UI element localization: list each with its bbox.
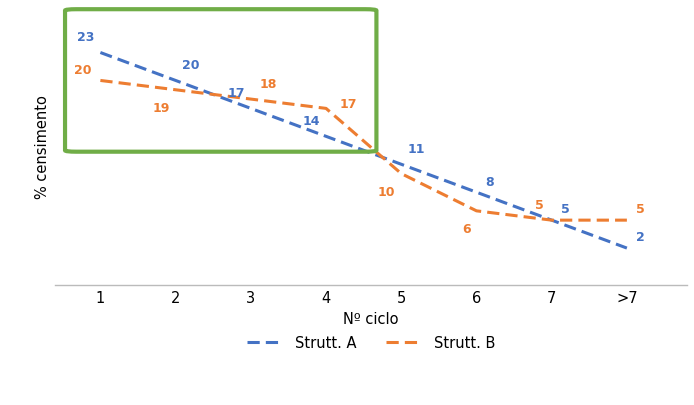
Text: 18: 18 <box>260 78 277 91</box>
Text: 11: 11 <box>407 143 425 156</box>
Text: 17: 17 <box>339 98 357 111</box>
Text: 8: 8 <box>486 175 494 188</box>
X-axis label: Nº ciclo: Nº ciclo <box>344 311 399 326</box>
Text: 14: 14 <box>303 115 320 128</box>
Text: 2: 2 <box>636 231 645 244</box>
Text: 5: 5 <box>561 203 570 216</box>
Text: 17: 17 <box>228 87 245 100</box>
Text: 20: 20 <box>182 59 199 72</box>
Text: 10: 10 <box>378 185 395 198</box>
Text: 19: 19 <box>152 102 169 115</box>
Text: 5: 5 <box>636 203 645 216</box>
Text: 6: 6 <box>462 222 471 235</box>
Text: 5: 5 <box>535 198 544 211</box>
Y-axis label: % censimento: % censimento <box>35 94 50 198</box>
Text: 20: 20 <box>74 64 92 77</box>
Legend: Strutt. A, Strutt. B: Strutt. A, Strutt. B <box>242 330 501 356</box>
Text: 23: 23 <box>77 31 94 44</box>
